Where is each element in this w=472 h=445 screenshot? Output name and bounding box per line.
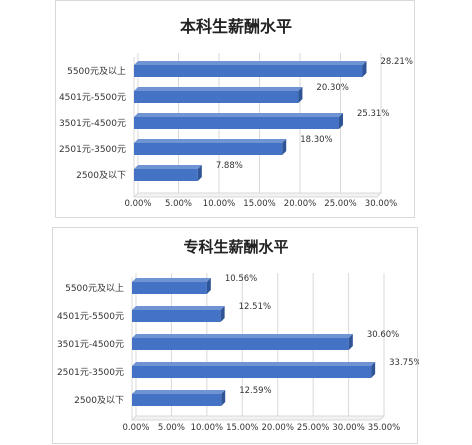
bar-chart-bachelor: 本科生薪酬水平 0.00% 5.00% 10.00% 15.00% 20.00% 25.0… xyxy=(59,17,413,209)
data-label: 28.21% xyxy=(381,57,413,67)
bar-side-face xyxy=(298,87,303,103)
x-tick-label: 15.00% xyxy=(243,199,275,209)
bar-top-face xyxy=(134,113,344,117)
bar-top-face xyxy=(134,139,287,143)
bar-side-face xyxy=(362,61,367,77)
category-label: 3501元-4500元 xyxy=(59,119,126,129)
x-tick-label: 25.00% xyxy=(324,199,356,209)
x-tick-label: 30.00% xyxy=(365,199,397,209)
category-label: 2501元-3500元 xyxy=(57,368,124,378)
data-label: 12.59% xyxy=(239,386,271,396)
x-tick-label: 10.00% xyxy=(191,423,223,433)
bar-side-face xyxy=(371,362,376,378)
category-label: 5500元及以上 xyxy=(65,283,124,294)
bar-top-face xyxy=(132,390,226,394)
bar-chart-college: 专科生薪酬水平 0.00% 5.00% 10.00% 15.00% 20.00% 25.0… xyxy=(57,238,419,433)
bar xyxy=(132,394,222,406)
x-tick-label: 30.00% xyxy=(332,423,364,433)
chart-floor xyxy=(132,192,383,198)
x-tick-label: 10.00% xyxy=(203,199,235,209)
bar-side-face xyxy=(220,306,225,322)
data-label: 33.75% xyxy=(389,358,419,368)
bar-top-face xyxy=(134,165,202,169)
data-label: 25.31% xyxy=(357,109,389,119)
category-label: 2501元-3500元 xyxy=(59,145,126,155)
x-tick-label: 0.00% xyxy=(124,199,151,209)
bar xyxy=(134,91,299,103)
data-label: 30.60% xyxy=(367,330,399,340)
chart-title: 本科生薪酬水平 xyxy=(180,17,292,36)
x-tick-label: 5.00% xyxy=(158,423,185,433)
category-label: 5500元及以上 xyxy=(67,66,126,77)
bar-top-face xyxy=(132,362,376,366)
bar-side-face xyxy=(348,334,353,350)
chart-panel-college: 专科生薪酬水平 0.00% 5.00% 10.00% 15.00% 20.00% 25.0… xyxy=(52,227,419,444)
bar-side-face xyxy=(339,113,344,129)
bar xyxy=(132,282,207,294)
data-label: 10.56% xyxy=(225,274,257,284)
data-label: 12.51% xyxy=(239,302,271,312)
category-label: 4501元-5500元 xyxy=(57,312,124,322)
bar xyxy=(134,65,363,77)
x-tick-label: 35.00% xyxy=(368,423,400,433)
bar-top-face xyxy=(132,334,353,338)
x-tick-label: 25.00% xyxy=(297,423,329,433)
bar xyxy=(132,338,349,350)
bar-top-face xyxy=(134,87,303,91)
data-label: 18.30% xyxy=(300,135,332,145)
category-label: 3501元-4500元 xyxy=(57,340,124,350)
data-label: 7.88% xyxy=(216,161,243,171)
bar xyxy=(132,310,221,322)
bar-side-face xyxy=(197,165,202,181)
x-tick-label: 5.00% xyxy=(165,199,192,209)
x-tick-label: 20.00% xyxy=(284,199,316,209)
bar-top-face xyxy=(134,61,367,65)
bar-side-face xyxy=(206,278,211,294)
category-label: 2500及以下 xyxy=(76,170,126,181)
bar-top-face xyxy=(132,306,225,310)
data-label: 20.30% xyxy=(316,83,348,93)
chart-panel-bachelor: 本科生薪酬水平 0.00% 5.00% 10.00% 15.00% 20.00% 25.0… xyxy=(55,0,415,218)
x-tick-label: 15.00% xyxy=(226,423,258,433)
bar-side-face xyxy=(221,390,226,406)
chart-title: 专科生薪酬水平 xyxy=(183,238,288,256)
x-tick-label: 20.00% xyxy=(262,423,294,433)
category-label: 4501元-5500元 xyxy=(59,93,126,103)
bar-side-face xyxy=(282,139,287,155)
bar-top-face xyxy=(132,278,211,282)
chart-floor xyxy=(130,415,386,421)
bar xyxy=(134,169,198,181)
bar xyxy=(134,143,283,155)
x-tick-label: 0.00% xyxy=(122,423,149,433)
bar xyxy=(134,117,340,129)
category-label: 2500及以下 xyxy=(74,395,124,406)
bar xyxy=(132,366,372,378)
